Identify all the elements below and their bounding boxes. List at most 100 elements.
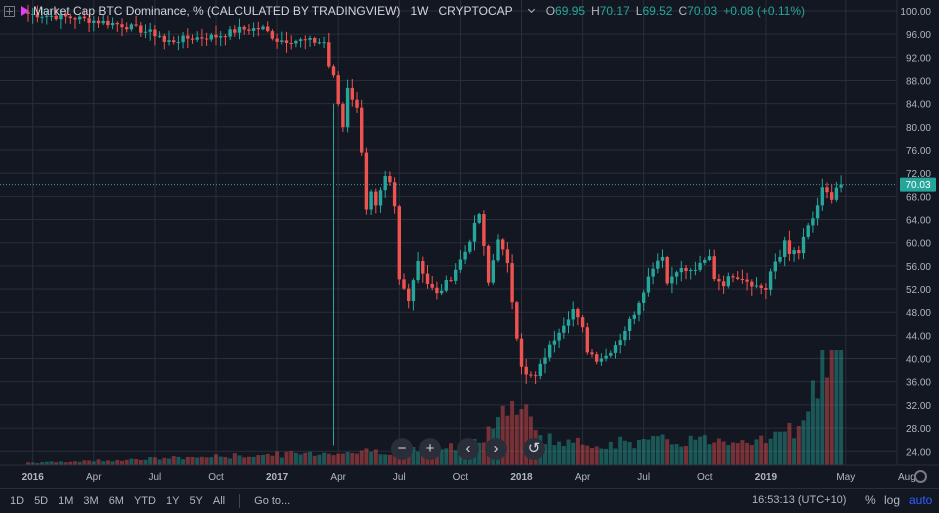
volume-bar (778, 431, 782, 465)
range-1m[interactable]: 1M (58, 495, 74, 507)
zoom-out-button[interactable]: − (391, 438, 413, 460)
percent-toggle[interactable]: % (865, 493, 876, 507)
y-tick-label: 32.00 (906, 401, 931, 412)
volume-bar (716, 438, 721, 465)
volume-bar (449, 443, 453, 465)
volume-bar (392, 451, 397, 465)
legend-low-label: L (635, 4, 643, 18)
settings-gear-icon[interactable] (914, 470, 927, 483)
legend-exchange[interactable]: CRYPTOCAP (438, 4, 513, 18)
y-tick-label: 48.00 (906, 308, 931, 319)
candle-body (345, 87, 350, 128)
volume-bar (524, 404, 529, 465)
candle-body (110, 23, 115, 26)
candle-body (270, 31, 275, 39)
legend-low: 69.52 (642, 4, 673, 18)
candle-body (590, 352, 594, 355)
candle-body (439, 290, 444, 294)
volume-bar (265, 453, 270, 465)
candle-body (820, 187, 824, 206)
candle-body (754, 285, 759, 287)
range-1d[interactable]: 1D (10, 495, 25, 507)
auto-toggle[interactable]: auto (909, 493, 933, 507)
candle-body (745, 279, 749, 282)
volume-bar (651, 435, 656, 465)
range-1y[interactable]: 1Y (165, 495, 180, 507)
volume-bar (665, 439, 670, 465)
volume-bar (754, 439, 759, 465)
volume-bar (481, 442, 486, 465)
volume-bar (369, 451, 374, 465)
volume-bar (44, 461, 49, 465)
legend-high: 70.17 (599, 4, 630, 18)
volume-bar (655, 436, 660, 465)
candle-body (642, 292, 646, 303)
candle-body (552, 340, 557, 345)
scroll-right-button[interactable]: › (485, 438, 507, 460)
candle-body (129, 24, 134, 30)
volume-bar (251, 456, 256, 465)
volume-bar (124, 459, 129, 465)
volume-bar (275, 451, 280, 465)
legend-interval[interactable]: 1W (410, 4, 429, 18)
range-5d[interactable]: 5D (34, 495, 49, 507)
volume-bar (54, 462, 59, 465)
candle-body (595, 354, 599, 362)
zoom-in-button[interactable]: + (419, 438, 441, 460)
volume-bar (726, 445, 731, 465)
volume-bar (477, 442, 482, 465)
go-to-button[interactable]: Go to... (254, 495, 291, 507)
chevron-down-icon[interactable] (527, 5, 535, 14)
range-6m[interactable]: 6M (108, 495, 124, 507)
volume-bar (688, 435, 693, 465)
candle-body (176, 42, 181, 44)
range-all[interactable]: All (212, 495, 226, 507)
range-3m[interactable]: 3M (83, 495, 99, 507)
legend-open-label: O (545, 4, 556, 18)
candle-body (350, 87, 354, 100)
volume-bar (246, 456, 251, 465)
x-tick-label: 2017 (266, 472, 289, 483)
log-toggle[interactable]: log (884, 493, 901, 507)
scroll-left-button[interactable]: ‹ (457, 438, 479, 460)
candle-body (830, 192, 834, 200)
volume-bar (627, 442, 632, 465)
candle-body (82, 16, 87, 19)
candle-body (510, 263, 514, 303)
volume-bar (519, 409, 524, 465)
clock[interactable]: 16:53:13 (UTC+10) (752, 494, 847, 506)
volume-bar (355, 453, 359, 465)
volume-bar (571, 442, 576, 465)
candle-body (773, 261, 777, 272)
volume-bar (77, 461, 82, 465)
volume-bar (345, 451, 350, 465)
candle-body (416, 261, 420, 281)
y-tick-label: 72.00 (906, 169, 931, 180)
candle-body (397, 206, 401, 280)
candle-body (825, 187, 829, 193)
candle-body (463, 251, 467, 260)
candle-body (298, 39, 303, 41)
candle-body (740, 279, 745, 281)
collapse-legend-icon[interactable] (4, 5, 15, 17)
candle-body (383, 175, 387, 191)
candle-body (792, 250, 796, 255)
reset-chart-button[interactable]: ↺ (523, 438, 545, 460)
candle-body (529, 374, 533, 376)
volume-bar (237, 455, 242, 465)
volume-bar (712, 442, 717, 465)
candle-body (778, 256, 782, 262)
volume-bar (575, 437, 580, 465)
range-5y[interactable]: 5Y (189, 495, 203, 507)
legend-symbol[interactable]: Market Cap BTC Dominance, % (CALCULATED … (33, 4, 401, 18)
candle-body (378, 190, 383, 206)
x-tick-label: Apr (330, 472, 346, 483)
range-ytd[interactable]: YTD (133, 495, 156, 507)
y-tick-label: 60.00 (906, 239, 931, 250)
candle-body (839, 184, 843, 188)
candle-body (425, 273, 430, 284)
volume-bar (613, 448, 618, 465)
flag-icon[interactable] (21, 6, 29, 16)
volume-bar (444, 448, 449, 465)
